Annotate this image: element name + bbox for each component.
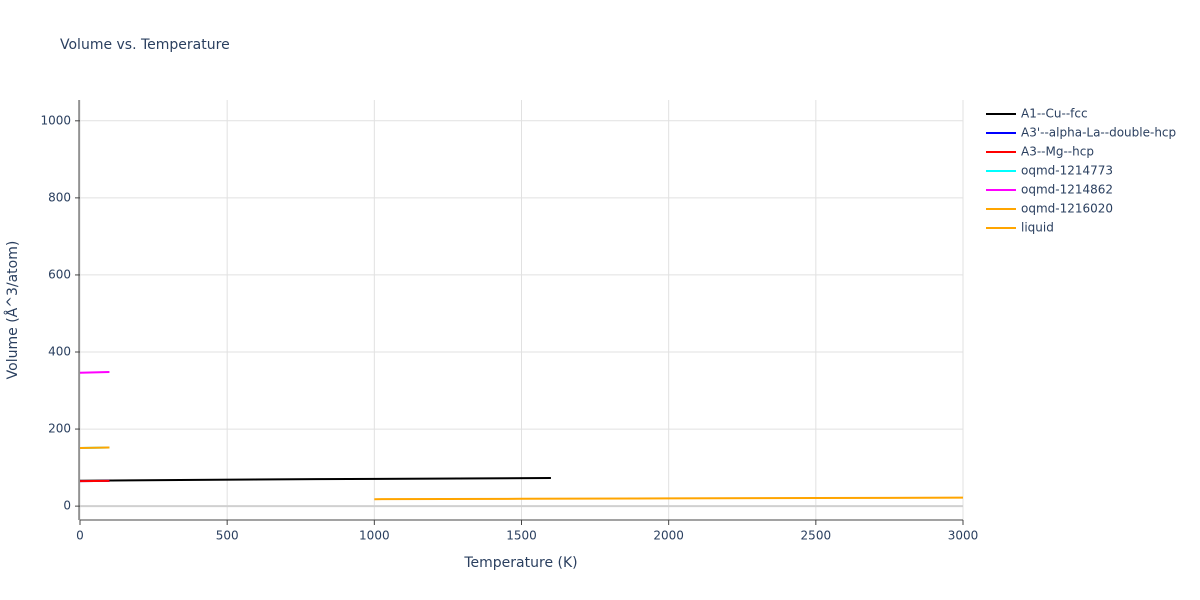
legend-label: liquid xyxy=(1021,221,1054,235)
legend-label: A3--Mg--hcp xyxy=(1021,145,1094,159)
y-tick-label: 0 xyxy=(63,499,71,513)
y-axis-title: Volume (Å^3/atom) xyxy=(4,241,21,380)
series-line xyxy=(374,496,964,501)
y-tick-label: 800 xyxy=(48,190,71,204)
legend-label: oqmd-1214773 xyxy=(1021,164,1113,178)
legend-label: A1--Cu--fcc xyxy=(1021,107,1088,121)
y-tick-label: 200 xyxy=(48,422,71,436)
legend-label: oqmd-1216020 xyxy=(1021,202,1113,216)
y-tick-label: 600 xyxy=(48,267,71,281)
chart-title: Volume vs. Temperature xyxy=(60,37,230,53)
y-tick-label: 400 xyxy=(48,345,71,359)
x-tick-label: 1000 xyxy=(359,529,390,543)
series-line xyxy=(79,477,551,482)
x-tick-label: 2000 xyxy=(653,529,684,543)
legend-label: A3'--alpha-La--double-hcp xyxy=(1021,126,1176,140)
legend-label: oqmd-1214862 xyxy=(1021,183,1113,197)
x-tick-label: 2500 xyxy=(801,529,832,543)
x-axis-title: Temperature (K) xyxy=(463,555,577,571)
y-tick-label: 1000 xyxy=(40,113,71,127)
x-tick-label: 500 xyxy=(216,529,239,543)
x-tick-label: 1500 xyxy=(506,529,537,543)
series-line xyxy=(79,371,110,374)
x-tick-label: 3000 xyxy=(948,529,979,543)
x-tick-label: 0 xyxy=(76,529,84,543)
